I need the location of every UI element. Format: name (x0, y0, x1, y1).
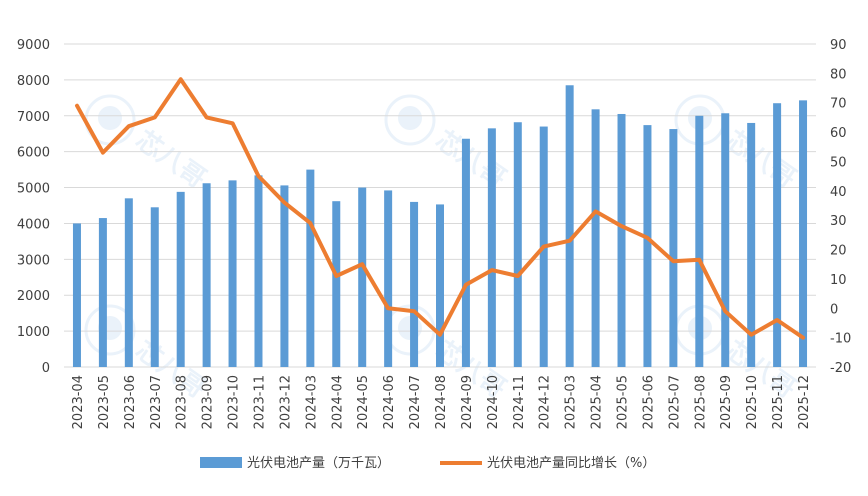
x-axis-tick-label: 2025-09 (719, 375, 734, 429)
bar-2025-05 (618, 114, 626, 367)
bar-2023-06 (125, 198, 133, 367)
bar-2023-07 (151, 207, 159, 367)
x-axis-tick-label: 2024-04 (330, 375, 345, 429)
watermark-text: 芯八哥 (130, 335, 211, 404)
bar-2023-12 (280, 185, 288, 367)
x-axis-tick-label: 2023-06 (123, 375, 138, 429)
x-axis-tick-label: 2024-11 (512, 375, 527, 429)
x-axis-tick-label: 2023-09 (201, 375, 216, 429)
right-axis-tick-label: 30 (830, 214, 847, 229)
legend: 光伏电池产量（万千瓦） 光伏电池产量同比增长（%） (200, 456, 655, 471)
left-axis-tick-label: 6000 (17, 146, 50, 161)
bar-2024-10 (488, 128, 496, 367)
right-axis-tick-label: 60 (830, 126, 847, 141)
watermark-text: 芯八哥 (430, 125, 511, 194)
x-axis-tick-label: 2025-12 (797, 375, 812, 429)
x-axis-tick-label: 2025-06 (641, 375, 656, 429)
bar-2025-06 (643, 125, 651, 367)
watermark-mark: 芯八哥 (86, 96, 211, 194)
x-axis-tick-label: 2023-04 (71, 375, 86, 429)
watermark-mark: 芯八哥 (676, 96, 801, 194)
bar-2024-07 (410, 202, 418, 367)
x-axis-tick-label: 2024-05 (356, 375, 371, 429)
left-axis-tick-label: 2000 (17, 289, 50, 304)
bar-2023-11 (254, 175, 262, 367)
left-axis-tick-label: 5000 (17, 182, 50, 197)
x-axis-tick-label: 2024-07 (408, 375, 423, 429)
watermark-text: 芯八哥 (130, 125, 211, 194)
bar-2025-08 (695, 116, 703, 367)
x-axis-tick-label: 2025-05 (616, 375, 631, 429)
bar-2024-03 (306, 170, 314, 367)
bar-2023-05 (99, 218, 107, 367)
x-axis-tick-label: 2025-03 (564, 375, 579, 429)
x-axis-tick-label: 2024-06 (382, 375, 397, 429)
x-axis-tick-label: 2023-11 (252, 375, 267, 429)
x-axis-tick-label: 2024-09 (460, 375, 475, 429)
x-axis-tick-label: 2023-12 (278, 375, 293, 429)
bar-2024-05 (358, 188, 366, 367)
x-axis-tick-label: 2023-05 (97, 375, 112, 429)
x-axis-tick-label: 2024-10 (486, 375, 501, 429)
legend-swatch-bar (200, 457, 242, 468)
bar-2023-08 (177, 192, 185, 367)
right-axis-tick-label: 70 (830, 97, 847, 112)
x-axis-tick-label: 2024-03 (304, 375, 319, 429)
bar-2024-04 (332, 201, 340, 367)
legend-label-line: 光伏电池产量同比增长（%） (487, 456, 655, 471)
bar-2024-11 (514, 122, 522, 367)
bar-2025-04 (592, 109, 600, 367)
bar-2023-10 (229, 180, 237, 367)
bar-2024-08 (436, 204, 444, 367)
bar-2024-09 (462, 139, 470, 367)
x-axis-tick-label: 2025-08 (693, 375, 708, 429)
left-axis-tick-label: 9000 (17, 38, 50, 53)
left-axis-tick-label: 7000 (17, 110, 50, 125)
right-axis-tick-label: 50 (830, 155, 847, 170)
bar-2024-06 (384, 190, 392, 367)
x-axis-tick-label: 2023-10 (227, 375, 242, 429)
right-axis-tick-label: 90 (830, 38, 847, 53)
watermark-text: 芯八哥 (720, 125, 801, 194)
bar-2025-11 (773, 103, 781, 367)
bar-2025-12 (799, 100, 807, 367)
x-axis-tick-label: 2025-04 (590, 375, 605, 429)
right-axis-tick-label: 20 (830, 244, 847, 259)
bar-2023-09 (203, 183, 211, 367)
left-axis-tick-label: 1000 (17, 325, 50, 340)
x-axis-tick-label: 2025-07 (667, 375, 682, 429)
x-axis-tick-label: 2024-08 (434, 375, 449, 429)
x-axis-tick-label: 2025-10 (745, 375, 760, 429)
legend-label-bar: 光伏电池产量（万千瓦） (247, 456, 390, 471)
x-axis-tick-label: 2024-12 (538, 375, 553, 429)
right-axis-tick-label: -20 (830, 361, 851, 376)
left-axis-tick-label: 4000 (17, 217, 50, 232)
right-axis-tick-label: 0 (830, 302, 838, 317)
left-axis-tick-label: 3000 (17, 253, 50, 268)
bar-2025-09 (721, 113, 729, 367)
x-axis-tick-label: 2025-11 (771, 375, 786, 429)
right-axis-tick-label: 80 (830, 67, 847, 82)
bar-2025-03 (566, 85, 574, 367)
x-axis-tick-label: 2023-07 (149, 375, 164, 429)
right-axis-tick-label: 40 (830, 185, 847, 200)
right-axis-tick-label: -10 (830, 332, 851, 347)
right-axis-tick-label: 10 (830, 273, 847, 288)
left-axis-tick-label: 8000 (17, 74, 50, 89)
bars-layer (73, 85, 807, 367)
left-axis-tick-label: 0 (42, 361, 50, 376)
x-axis-tick-label: 2023-08 (175, 375, 190, 429)
bar-2025-07 (669, 129, 677, 367)
bar-2023-04 (73, 223, 81, 367)
